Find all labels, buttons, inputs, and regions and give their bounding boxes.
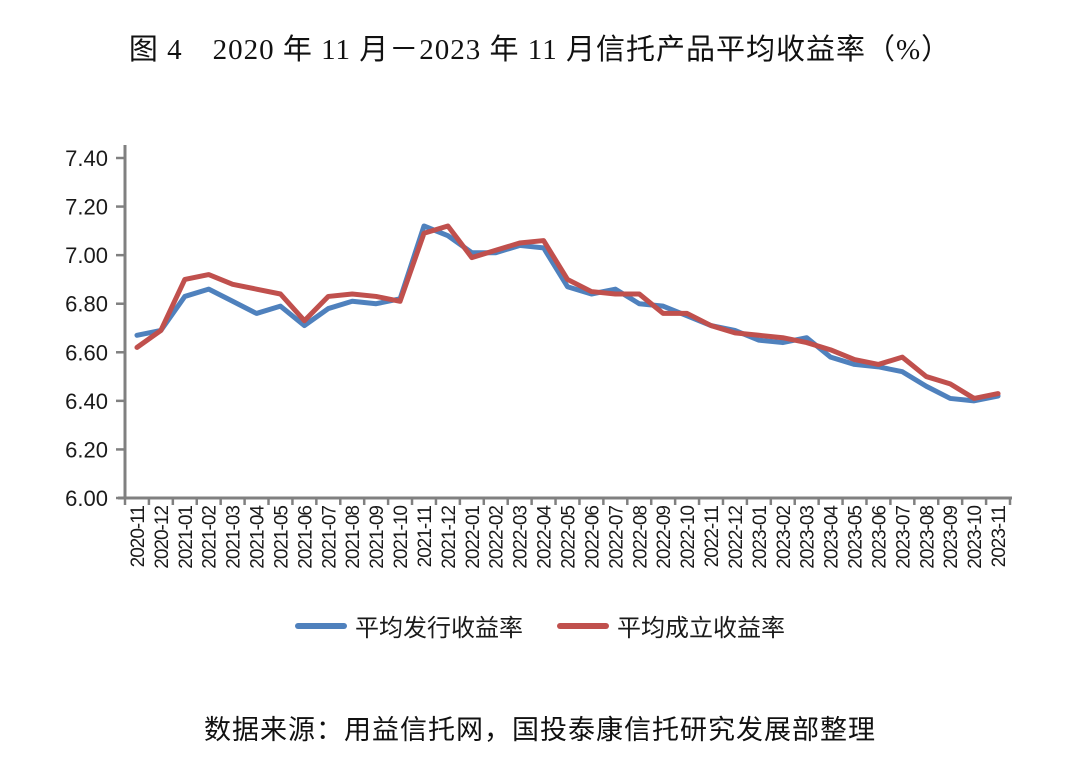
x-axis-month-label: 2021-09 bbox=[367, 506, 388, 569]
x-axis-month-label: 2021-08 bbox=[343, 506, 364, 569]
x-axis-month-label: 2020-11 bbox=[128, 506, 149, 568]
x-axis-month-label: 2022-04 bbox=[535, 505, 556, 569]
data-source-note: 数据来源：用益信托网，国投泰康信托研究发展部整理 bbox=[204, 715, 876, 745]
x-axis-month-label: 2021-04 bbox=[248, 505, 269, 569]
y-axis-tick-label: 7.20 bbox=[65, 195, 108, 220]
y-axis-tick-label: 6.20 bbox=[65, 437, 108, 462]
x-axis-month-label: 2023-10 bbox=[965, 506, 986, 569]
chart-legend: 平均发行收益率 平均成立收益率 bbox=[0, 608, 1080, 643]
legend-line-swatch-red bbox=[557, 622, 609, 629]
y-axis-tick-label: 6.40 bbox=[65, 389, 108, 414]
x-axis-month-label: 2022-09 bbox=[654, 506, 675, 569]
y-axis-tick-label: 7.00 bbox=[65, 243, 108, 268]
x-axis-month-label: 2022-12 bbox=[726, 506, 747, 569]
x-axis-month-label: 2023-01 bbox=[750, 506, 771, 569]
x-axis-month-label: 2022-07 bbox=[606, 506, 627, 569]
x-axis-month-label: 2021-01 bbox=[176, 506, 197, 569]
x-axis-month-label: 2021-03 bbox=[224, 506, 245, 569]
x-axis-month-label: 2021-05 bbox=[271, 506, 292, 569]
y-axis-tick-label: 6.60 bbox=[65, 340, 108, 365]
x-axis-month-label: 2021-07 bbox=[319, 506, 340, 569]
y-axis-tick-label: 6.80 bbox=[65, 292, 108, 317]
x-axis-month-label: 2023-03 bbox=[798, 506, 819, 569]
x-axis-month-label: 2020-12 bbox=[152, 506, 173, 569]
legend-label-establishment-yield: 平均成立收益率 bbox=[617, 616, 785, 642]
series-line-issuance-yield bbox=[134, 223, 1001, 404]
x-axis-month-label: 2023-11 bbox=[989, 506, 1010, 568]
legend-item-issuance-yield: 平均发行收益率 bbox=[295, 608, 523, 643]
x-axis-month-label: 2022-05 bbox=[559, 506, 580, 569]
y-axis-tick-label: 6.00 bbox=[65, 486, 108, 511]
x-axis-month-label: 2021-02 bbox=[200, 506, 221, 569]
x-axis-month-label: 2021-12 bbox=[439, 506, 460, 569]
x-axis-month-label: 2022-01 bbox=[463, 506, 484, 569]
legend-label-issuance-yield: 平均发行收益率 bbox=[355, 616, 523, 642]
x-axis-month-label: 2023-04 bbox=[822, 505, 843, 569]
x-axis-month-label: 2022-10 bbox=[678, 506, 699, 569]
y-axis-tick-label: 7.40 bbox=[65, 146, 108, 171]
series-line-establishment-yield bbox=[134, 223, 1001, 401]
chart-title: 图 4 2020 年 11 月－2023 年 11 月信托产品平均收益率（%） bbox=[128, 34, 952, 66]
x-axis-month-label: 2022-11 bbox=[702, 506, 723, 568]
x-axis-month-label: 2022-06 bbox=[582, 506, 603, 569]
x-axis-month-label: 2022-02 bbox=[487, 506, 508, 569]
x-axis-month-label: 2023-08 bbox=[917, 506, 938, 569]
x-axis-month-label: 2023-06 bbox=[869, 506, 890, 569]
x-axis-month-label: 2021-11 bbox=[415, 506, 436, 568]
legend-item-establishment-yield: 平均成立收益率 bbox=[557, 608, 785, 643]
x-axis-month-label: 2023-07 bbox=[893, 506, 914, 569]
x-axis-month-label: 2021-06 bbox=[295, 506, 316, 569]
x-axis-month-label: 2022-03 bbox=[511, 506, 532, 569]
x-axis-month-label: 2023-05 bbox=[846, 506, 867, 569]
x-axis-month-label: 2023-02 bbox=[774, 506, 795, 569]
legend-line-swatch-blue bbox=[295, 622, 347, 629]
x-axis-month-label: 2022-08 bbox=[630, 506, 651, 569]
x-axis-month-label: 2023-09 bbox=[941, 506, 962, 569]
x-axis-month-label: 2021-10 bbox=[391, 506, 412, 569]
